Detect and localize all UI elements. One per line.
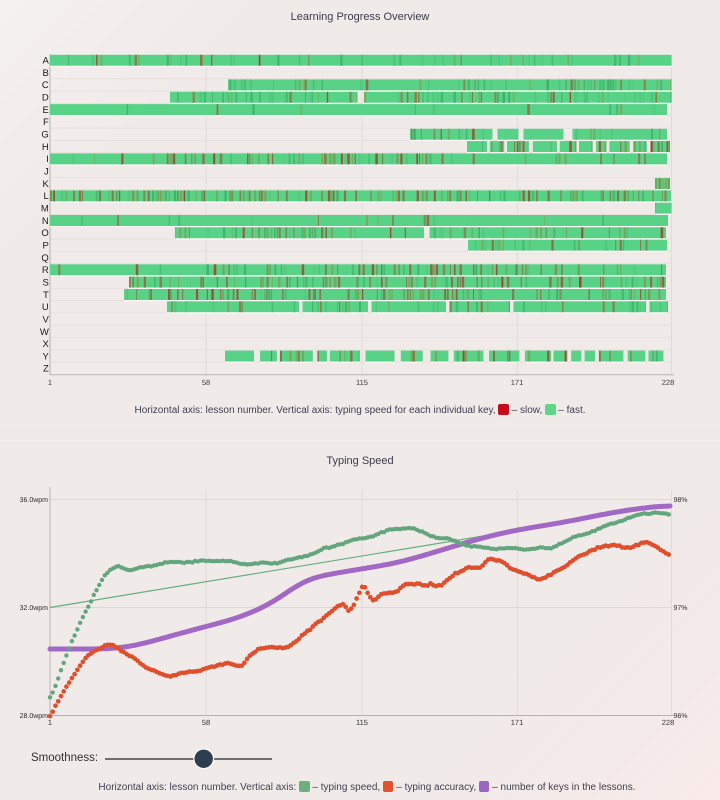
svg-text:171: 171 xyxy=(511,378,524,387)
svg-text:1: 1 xyxy=(48,718,52,727)
svg-text:96%: 96% xyxy=(674,713,688,720)
svg-text:58: 58 xyxy=(202,378,210,387)
svg-text:228: 228 xyxy=(662,378,675,387)
svg-text:Y: Y xyxy=(42,351,49,362)
svg-text:97%: 97% xyxy=(674,605,688,612)
svg-text:228: 228 xyxy=(662,718,675,727)
svg-text:T: T xyxy=(43,290,49,301)
svg-text:Q: Q xyxy=(41,253,48,264)
svg-text:S: S xyxy=(42,277,48,288)
svg-text:115: 115 xyxy=(356,718,368,727)
svg-text:X: X xyxy=(42,339,49,350)
svg-text:98%: 98% xyxy=(674,497,688,504)
svg-text:36.0wpm: 36.0wpm xyxy=(20,497,49,504)
svg-text:G: G xyxy=(41,130,48,141)
svg-text:L: L xyxy=(44,191,49,202)
svg-text:Z: Z xyxy=(43,364,49,375)
svg-text:58: 58 xyxy=(202,718,210,727)
svg-text:P: P xyxy=(42,241,48,252)
svg-text:O: O xyxy=(41,228,48,239)
svg-text:D: D xyxy=(42,93,49,104)
svg-text:I: I xyxy=(46,154,49,165)
svg-text:U: U xyxy=(42,302,49,313)
svg-text:V: V xyxy=(42,314,49,325)
svg-text:W: W xyxy=(40,327,49,338)
svg-text:32.0wpm: 32.0wpm xyxy=(20,605,49,612)
svg-text:H: H xyxy=(42,142,49,153)
svg-text:R: R xyxy=(42,265,49,276)
svg-text:28.0wpm: 28.0wpm xyxy=(20,713,49,720)
svg-text:1: 1 xyxy=(48,378,52,387)
svg-text:C: C xyxy=(42,80,49,91)
svg-text:171: 171 xyxy=(511,718,524,727)
svg-text:K: K xyxy=(42,179,49,190)
svg-text:A: A xyxy=(42,56,49,67)
svg-text:F: F xyxy=(43,117,49,128)
svg-text:115: 115 xyxy=(356,378,368,387)
svg-text:N: N xyxy=(42,216,49,227)
svg-text:M: M xyxy=(41,204,49,215)
svg-text:E: E xyxy=(42,105,48,116)
svg-text:B: B xyxy=(42,68,48,79)
svg-text:J: J xyxy=(44,167,49,178)
